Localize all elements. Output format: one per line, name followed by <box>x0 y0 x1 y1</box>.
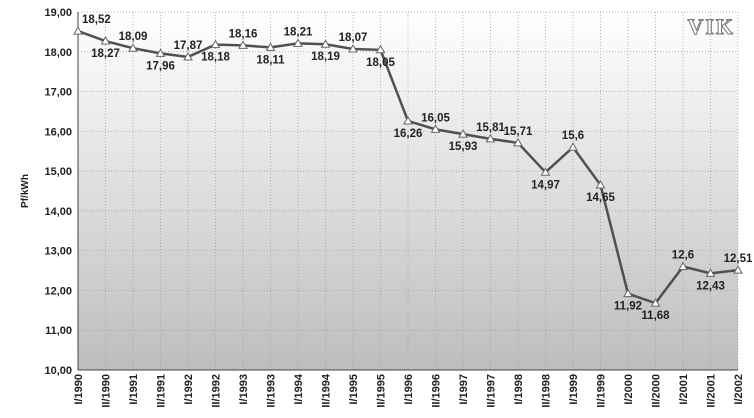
y-tick-label: 15,00 <box>44 166 72 178</box>
marker <box>210 39 221 49</box>
y-axis-label: Pf/kWh <box>20 174 31 208</box>
y-tick-label: 16,00 <box>44 126 72 138</box>
x-tick-label: II/1990 <box>101 374 113 408</box>
x-tick-label: II/1994 <box>321 373 333 408</box>
y-tick-label: 19,00 <box>44 7 72 19</box>
y-tick-label: 18,00 <box>44 47 72 59</box>
data-label: 18,16 <box>229 28 258 40</box>
marker <box>568 142 578 151</box>
marker <box>430 124 441 133</box>
data-label: 15,6 <box>562 130 584 142</box>
y-tick-label: 12,00 <box>44 285 72 297</box>
marker <box>348 43 358 53</box>
marker <box>733 265 743 274</box>
x-tick-label: II/1991 <box>156 374 168 408</box>
data-label: 15,81 <box>476 122 505 134</box>
data-label: 18,19 <box>311 51 340 63</box>
marker <box>265 42 276 51</box>
x-tick-label: II/1997 <box>486 374 498 408</box>
marker <box>183 51 193 61</box>
data-label: 18,05 <box>366 57 395 69</box>
marker <box>73 26 83 35</box>
x-tick-label: I/1996 <box>403 374 415 405</box>
y-tick-label: 17,00 <box>44 87 72 99</box>
marker <box>458 129 468 138</box>
x-tick-label: II/1992 <box>211 374 223 408</box>
marker <box>650 298 661 307</box>
x-tick-label: II/1995 <box>376 374 388 408</box>
x-tick-label: I/1998 <box>513 374 525 405</box>
marker <box>293 38 303 47</box>
x-tick-label: I/1993 <box>238 374 250 405</box>
x-tick-label: II/1996 <box>431 374 443 408</box>
data-label: 11,92 <box>614 301 642 313</box>
data-label: 16,26 <box>394 128 423 140</box>
x-tick-label: II/2000 <box>651 374 663 408</box>
x-tick-label: I/2002 <box>733 374 745 405</box>
data-label: 18,11 <box>256 54 285 66</box>
x-tick-label: I/1992 <box>183 374 195 405</box>
x-tick-label: I/2001 <box>678 374 690 405</box>
data-label: 18,21 <box>284 26 313 38</box>
marker <box>238 40 248 49</box>
marker <box>678 261 688 271</box>
data-label: 16,05 <box>421 112 450 124</box>
data-label: 11,68 <box>641 310 670 322</box>
marker <box>155 48 166 57</box>
y-tick-label: 11,00 <box>45 325 72 337</box>
x-tick-label: I/2000 <box>623 374 635 405</box>
x-tick-label: I/1994 <box>293 373 305 404</box>
data-label: 18,09 <box>119 31 148 43</box>
data-label: 14,65 <box>586 192 615 204</box>
marker <box>128 43 138 52</box>
data-label: 12,6 <box>672 250 694 262</box>
data-label: 15,71 <box>504 126 533 138</box>
marker <box>100 36 111 45</box>
data-label: 12,51 <box>724 253 753 265</box>
marker <box>540 167 551 176</box>
marker <box>705 268 716 277</box>
data-label: 17,87 <box>174 40 203 52</box>
data-label: 18,27 <box>91 48 120 60</box>
x-tick-label: I/1995 <box>348 374 360 405</box>
x-tick-label: II/1993 <box>266 374 278 408</box>
data-label: 18,07 <box>339 32 368 44</box>
data-label: 17,96 <box>146 60 175 72</box>
plot-area <box>78 12 738 370</box>
x-tick-label: II/1999 <box>596 374 608 408</box>
x-tick-label: II/2001 <box>706 374 718 408</box>
x-tick-label: I/1997 <box>458 374 470 405</box>
y-tick-label: 10,00 <box>44 365 72 377</box>
data-label: 18,52 <box>82 14 111 26</box>
marker <box>485 133 496 143</box>
marker <box>513 137 523 147</box>
marker <box>375 44 386 54</box>
y-tick-label: 13,00 <box>44 246 72 258</box>
marker <box>623 288 633 298</box>
marker <box>595 180 606 189</box>
data-label: 14,97 <box>531 179 560 191</box>
logo: VIK <box>687 14 735 39</box>
x-tick-label: I/1999 <box>568 374 580 405</box>
data-label: 15,93 <box>449 141 478 153</box>
data-label: 18,18 <box>201 52 230 64</box>
marker <box>320 39 331 48</box>
data-label: 12,43 <box>696 280 725 292</box>
marker <box>403 115 413 125</box>
x-tick-label: II/1998 <box>541 374 553 408</box>
y-tick-label: 14,00 <box>44 206 72 218</box>
x-tick-label: I/1991 <box>128 374 140 405</box>
x-tick-label: I/1990 <box>73 374 85 405</box>
